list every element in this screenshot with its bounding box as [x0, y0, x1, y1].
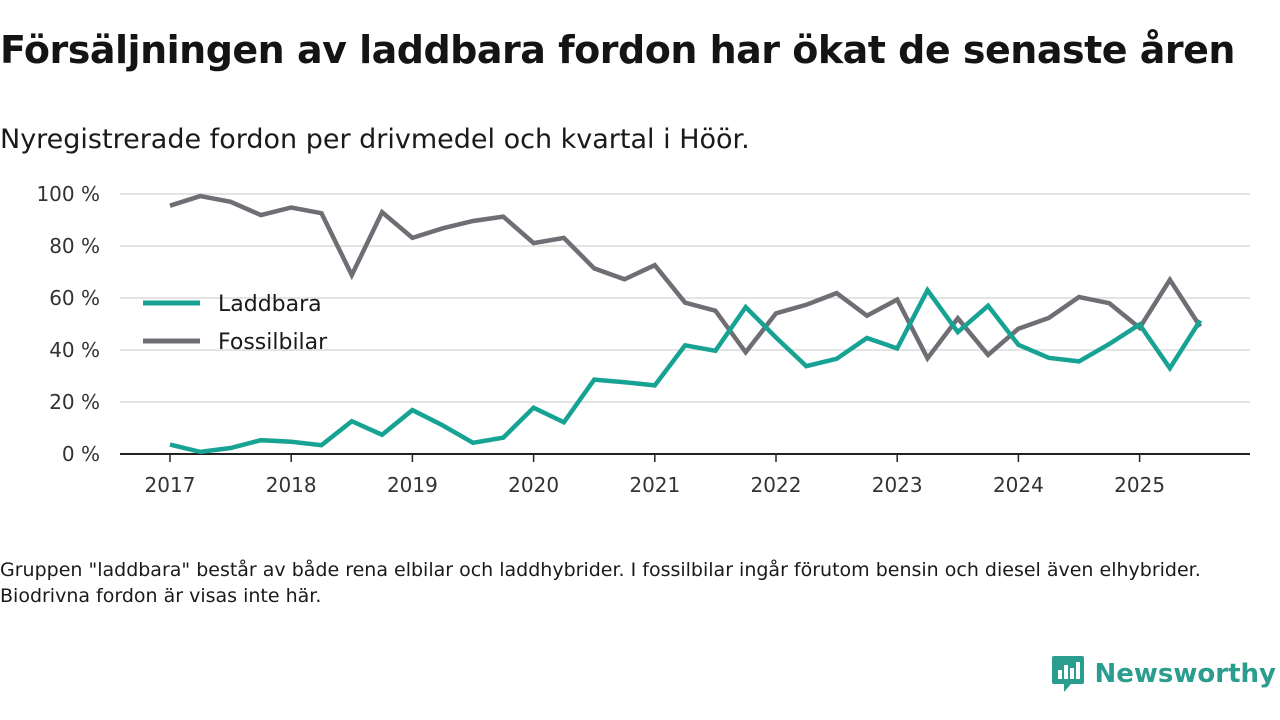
brand-name: Newsworthy [1094, 659, 1276, 689]
y-tick-label: 20 % [49, 390, 100, 414]
gridlines [120, 193, 1250, 403]
y-tick-label: 80 % [49, 234, 100, 258]
chart-subtitle: Nyregistrerade fordon per drivmedel och … [0, 124, 750, 155]
series-lines [169, 193, 1203, 455]
series-line-laddbara [169, 285, 1203, 455]
x-tick-label: 2025 [1114, 473, 1165, 497]
x-tick-label: 2023 [872, 473, 923, 497]
x-tick-label: 2024 [993, 473, 1044, 497]
newsworthy-logo-icon [1051, 656, 1084, 692]
legend: Laddbara Fossilbilar [143, 292, 328, 355]
series-line-fossilbilar [169, 193, 1203, 363]
legend-label-laddbara: Laddbara [218, 292, 322, 317]
y-tick-label: 60 % [49, 286, 100, 310]
x-tick-label: 2017 [145, 473, 196, 497]
y-axis-tick-labels: 0 % 20 % 40 % 60 % 80 % 100 % [36, 182, 100, 466]
x-tick-label: 2020 [508, 473, 559, 497]
brand-logo: Newsworthy [1051, 654, 1276, 694]
x-tick-label: 2022 [751, 473, 802, 497]
y-tick-label: 100 % [36, 182, 100, 206]
line-chart: 0 % 20 % 40 % 60 % 80 % 100 % 2017 2018 2019 202… [36, 182, 1250, 497]
x-tick-label: 2018 [266, 473, 317, 497]
x-axis: 2017 2018 2019 2020 2021 2022 2023 2024 2025 [120, 453, 1250, 497]
y-tick-label: 0 % [62, 442, 100, 466]
legend-label-fossilbilar: Fossilbilar [218, 330, 328, 355]
chart-title: Försäljningen av laddbara fordon har öka… [0, 28, 1235, 72]
x-tick-label: 2019 [387, 473, 438, 497]
x-tick-label: 2021 [629, 473, 680, 497]
footnote: Gruppen "laddbara" består av både rena e… [0, 559, 1201, 607]
y-tick-label: 40 % [49, 338, 100, 362]
